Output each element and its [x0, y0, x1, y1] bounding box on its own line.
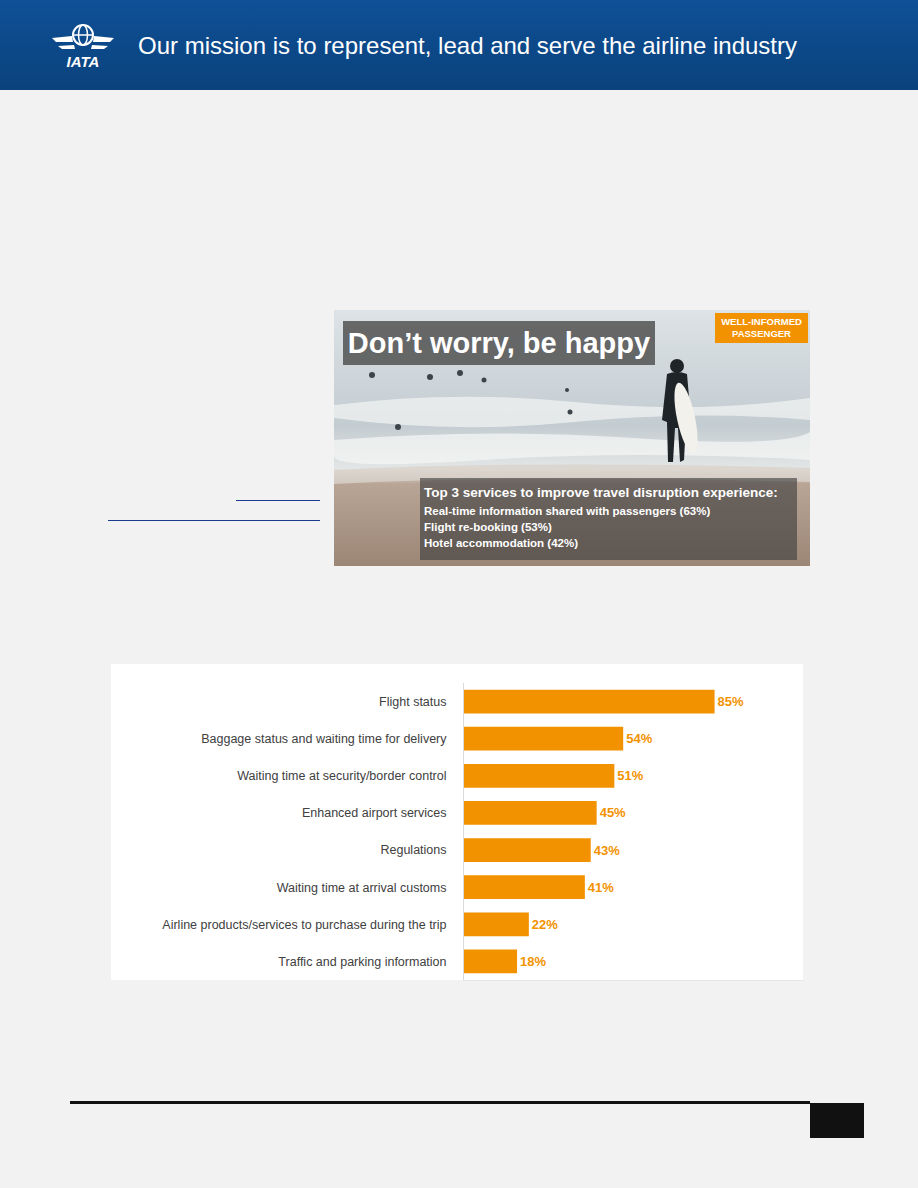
html-text:Real-time information shared w: Real-time information shared with passen… — [424, 505, 711, 517]
svg-text:18%: 18% — [520, 954, 546, 969]
svg-text:Traffic and parking informatio: Traffic and parking information — [278, 955, 446, 969]
svg-text:41%: 41% — [588, 880, 614, 895]
svg-text:51%: 51% — [617, 768, 643, 783]
svg-text:IATA: IATA — [67, 53, 100, 70]
html-text:Flight re-booking (53%): Flight re-booking (53%) — [424, 521, 552, 533]
svg-text:54%: 54% — [626, 731, 652, 746]
html-text:Our mission is to represent, l: Our mission is to represent, lead and se… — [138, 32, 797, 59]
svg-text:45%: 45% — [600, 805, 626, 820]
svg-text:Flight status: Flight status — [379, 695, 446, 709]
html-text:WELL-INFORMED: WELL-INFORMED — [721, 316, 802, 327]
html-text:Top 3 services to improve trav: Top 3 services to improve travel disrupt… — [424, 485, 778, 500]
svg-text:22%: 22% — [532, 917, 558, 932]
svg-text:Enhanced airport services: Enhanced airport services — [302, 806, 447, 820]
svg-text:43%: 43% — [594, 843, 620, 858]
svg-text:85%: 85% — [718, 694, 744, 709]
html-text:PASSENGER: PASSENGER — [732, 328, 791, 339]
svg-text:Waiting time at security/borde: Waiting time at security/border control — [237, 769, 446, 783]
svg-text:Regulations: Regulations — [380, 843, 446, 857]
svg-text:Airline products/services to p: Airline products/services to purchase du… — [162, 918, 446, 932]
svg-text:Baggage status and waiting tim: Baggage status and waiting time for deli… — [201, 732, 447, 746]
svg-text:Waiting time at arrival custom: Waiting time at arrival customs — [277, 881, 447, 895]
html-text:Don’t worry, be happy: Don’t worry, be happy — [347, 327, 651, 359]
html-text:Hotel accommodation (42%): Hotel accommodation (42%) — [424, 537, 578, 549]
